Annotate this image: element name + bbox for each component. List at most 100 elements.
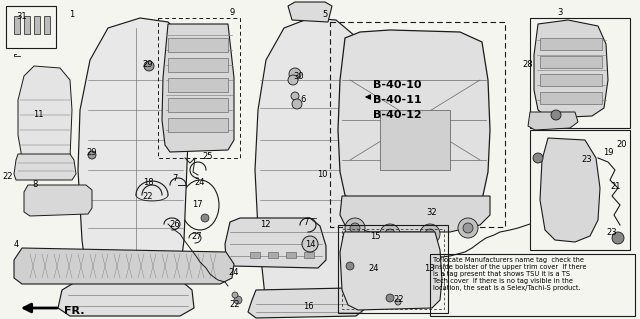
- Bar: [530, 18, 630, 128]
- Circle shape: [425, 229, 435, 239]
- Bar: [304, 252, 314, 258]
- Bar: [330, 22, 505, 227]
- Text: 10: 10: [317, 170, 327, 179]
- Text: To locate Manufacturers name tag  check the
inside bolster of the upper trim cov: To locate Manufacturers name tag check t…: [433, 257, 586, 291]
- Polygon shape: [540, 138, 600, 242]
- Circle shape: [612, 232, 624, 244]
- Text: 32: 32: [427, 208, 437, 217]
- Text: 21: 21: [611, 182, 621, 191]
- Text: 19: 19: [603, 148, 613, 157]
- Bar: [338, 225, 448, 313]
- Polygon shape: [18, 66, 72, 158]
- Circle shape: [420, 256, 436, 272]
- Text: B-40-12: B-40-12: [373, 110, 422, 120]
- Polygon shape: [288, 2, 332, 22]
- Circle shape: [427, 251, 441, 265]
- Circle shape: [291, 92, 299, 100]
- Circle shape: [288, 75, 298, 85]
- Text: 15: 15: [370, 232, 380, 241]
- Bar: [540, 92, 602, 104]
- Text: 26: 26: [170, 220, 180, 229]
- Text: 30: 30: [294, 72, 304, 81]
- Circle shape: [395, 299, 401, 305]
- Circle shape: [292, 99, 302, 109]
- Polygon shape: [14, 154, 76, 180]
- Polygon shape: [340, 196, 490, 232]
- Polygon shape: [248, 288, 366, 318]
- Text: 31: 31: [17, 12, 28, 21]
- Circle shape: [201, 214, 209, 222]
- Bar: [6, 6, 56, 48]
- Polygon shape: [534, 20, 608, 118]
- Text: 7: 7: [303, 218, 308, 227]
- Text: 20: 20: [617, 140, 627, 149]
- Polygon shape: [338, 30, 490, 220]
- Polygon shape: [44, 16, 50, 34]
- Circle shape: [420, 224, 440, 244]
- Polygon shape: [528, 112, 578, 130]
- Circle shape: [350, 223, 360, 233]
- Bar: [168, 98, 228, 112]
- Circle shape: [386, 294, 394, 302]
- Circle shape: [302, 236, 318, 252]
- Polygon shape: [58, 278, 194, 316]
- Polygon shape: [34, 16, 40, 34]
- Bar: [168, 118, 228, 132]
- Text: 28: 28: [523, 60, 533, 69]
- Circle shape: [551, 110, 561, 120]
- Circle shape: [345, 218, 365, 238]
- Text: 22: 22: [394, 295, 404, 304]
- Circle shape: [380, 224, 400, 244]
- Circle shape: [533, 153, 543, 163]
- Text: B-40-10: B-40-10: [373, 80, 422, 90]
- Text: 22: 22: [230, 300, 240, 309]
- Text: 23: 23: [582, 155, 592, 164]
- Text: 23: 23: [607, 228, 618, 237]
- Bar: [342, 229, 444, 309]
- Text: 5: 5: [323, 10, 328, 19]
- Polygon shape: [340, 232, 442, 310]
- Circle shape: [463, 223, 473, 233]
- Bar: [430, 254, 635, 316]
- Bar: [530, 130, 630, 250]
- Text: 8: 8: [32, 180, 38, 189]
- Text: 24: 24: [228, 268, 239, 277]
- Text: FR.: FR.: [64, 306, 84, 316]
- Text: 27: 27: [192, 232, 202, 241]
- Polygon shape: [14, 248, 234, 284]
- Circle shape: [144, 61, 154, 71]
- Circle shape: [458, 218, 478, 238]
- Text: 29: 29: [143, 60, 153, 69]
- Text: 9: 9: [229, 8, 235, 17]
- Bar: [540, 56, 602, 68]
- Polygon shape: [14, 16, 20, 34]
- Bar: [540, 38, 602, 50]
- Circle shape: [346, 262, 354, 270]
- Text: 4: 4: [13, 240, 19, 249]
- Polygon shape: [225, 218, 326, 268]
- Text: 12: 12: [260, 220, 270, 229]
- Circle shape: [232, 292, 238, 298]
- Bar: [168, 78, 228, 92]
- Bar: [268, 252, 278, 258]
- Text: 11: 11: [33, 110, 44, 119]
- Text: 17: 17: [192, 200, 202, 209]
- Circle shape: [289, 68, 301, 80]
- Text: 7: 7: [172, 174, 178, 183]
- Bar: [168, 38, 228, 52]
- Polygon shape: [24, 16, 30, 34]
- Text: 25: 25: [203, 152, 213, 161]
- Text: 22: 22: [143, 192, 153, 201]
- Text: 6: 6: [300, 95, 306, 104]
- Text: 24: 24: [195, 178, 205, 187]
- Text: 16: 16: [303, 302, 314, 311]
- Circle shape: [385, 229, 395, 239]
- Bar: [168, 58, 228, 72]
- Polygon shape: [78, 18, 190, 288]
- Circle shape: [234, 296, 242, 304]
- Text: 1: 1: [69, 10, 75, 19]
- Text: 13: 13: [424, 264, 435, 273]
- Text: B-40-11: B-40-11: [373, 95, 422, 105]
- Polygon shape: [162, 24, 234, 152]
- Text: 29: 29: [87, 148, 97, 157]
